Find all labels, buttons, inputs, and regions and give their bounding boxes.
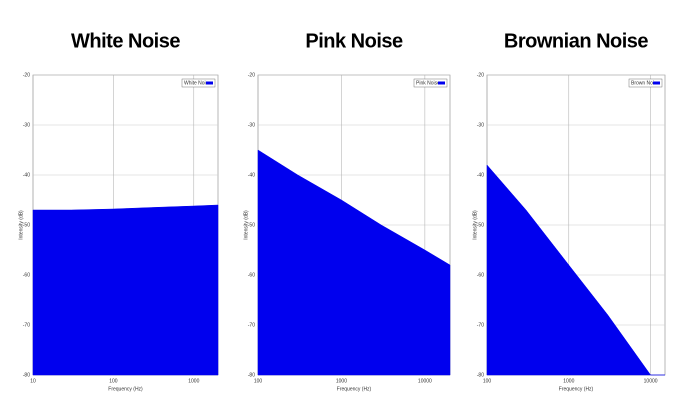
area — [257, 149, 451, 376]
legend-swatch — [653, 81, 660, 85]
y-axis-label: Intensity (dB) — [18, 210, 24, 240]
x-tick-label: 1000 — [188, 378, 199, 384]
y-tick-label: -20 — [23, 72, 30, 78]
legend-box — [413, 78, 448, 88]
x-tick-label: 1000 — [336, 378, 347, 384]
chart-title: Brownian Noise — [504, 30, 649, 52]
legend-label: Brown Noise — [631, 80, 660, 86]
y-tick-label: -30 — [248, 122, 255, 128]
x-tick-label: 100 — [109, 378, 118, 384]
y-tick-label: -70 — [23, 322, 30, 328]
y-tick-label: -80 — [248, 372, 255, 378]
area — [32, 204, 219, 376]
x-tick-label: 100 — [254, 378, 263, 384]
x-tick-label: 1000 — [563, 378, 574, 384]
legend-box — [628, 78, 663, 88]
legend-swatch — [438, 81, 445, 85]
y-tick-label: -50 — [248, 222, 255, 228]
x-tick-label: 10000 — [418, 378, 432, 384]
y-tick-label: -30 — [23, 122, 30, 128]
y-tick-label: -60 — [477, 272, 484, 278]
y-tick-label: -50 — [477, 222, 484, 228]
area — [486, 164, 665, 376]
legend-swatch — [206, 81, 213, 85]
x-axis-label: Frequency (Hz) — [337, 386, 372, 392]
legend-label: White Noise — [184, 80, 211, 86]
y-tick-label: -40 — [23, 172, 30, 178]
chart-title: White Noise — [71, 30, 180, 52]
y-tick-label: -70 — [477, 322, 484, 328]
y-tick-label: -60 — [248, 272, 255, 278]
x-axis-label: Frequency (Hz) — [559, 386, 594, 392]
y-tick-label: -40 — [477, 172, 484, 178]
y-tick-label: -30 — [477, 122, 484, 128]
y-tick-label: -80 — [477, 372, 484, 378]
legend-box — [181, 78, 216, 88]
y-tick-label: -40 — [248, 172, 255, 178]
y-tick-label: -50 — [23, 222, 30, 228]
chart-title: Pink Noise — [305, 30, 403, 52]
x-tick-label: 10 — [30, 378, 36, 384]
y-tick-label: -20 — [477, 72, 484, 78]
y-tick-label: -20 — [248, 72, 255, 78]
x-axis-label: Frequency (Hz) — [108, 386, 143, 392]
legend-label: Pink Noise — [416, 80, 440, 86]
x-tick-label: 10000 — [644, 378, 658, 384]
y-axis-label: Intensity (dB) — [243, 210, 249, 240]
y-axis-label: Intensity (dB) — [472, 210, 478, 240]
x-tick-label: 100 — [483, 378, 492, 384]
y-tick-label: -80 — [23, 372, 30, 378]
y-tick-label: -60 — [23, 272, 30, 278]
y-tick-label: -70 — [248, 322, 255, 328]
